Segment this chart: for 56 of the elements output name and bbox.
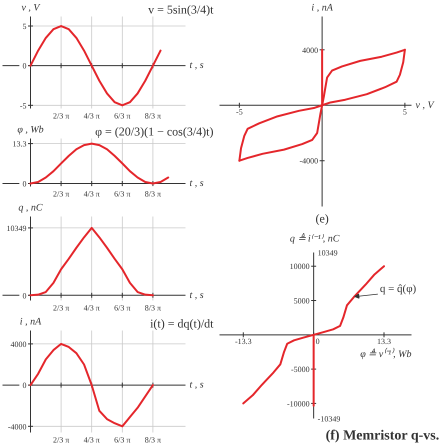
y-tick-label: 0	[22, 180, 26, 188]
text: (e)	[315, 212, 329, 226]
annotation: 10349	[318, 248, 338, 258]
x-tick-label: 2/3 π	[52, 304, 70, 312]
annotation: -10349	[318, 414, 340, 424]
y-axis-title: i , nA	[20, 316, 42, 328]
x-tick-label: 5	[402, 107, 407, 116]
x-axis-title: t , s	[190, 178, 204, 189]
annotation: φ = (20/3)(1 − cos(3/4)t)	[95, 124, 214, 138]
x-tick-label: 4/3 π	[84, 190, 100, 198]
x-tick-label: 4/3 π	[84, 112, 100, 120]
x-tick-label: 8/3 π	[144, 190, 162, 198]
y-tick-label: 0	[22, 62, 26, 71]
y-tick-label: 0	[22, 291, 26, 300]
x-tick-label: 2/3 π	[52, 112, 70, 120]
y-tick-label: -10000	[286, 399, 310, 408]
y-axis-title: i , nA	[311, 2, 334, 14]
x-tick-label: 2/3 π	[52, 190, 70, 198]
y-tick-label: -5000	[290, 365, 310, 374]
x-tick-label: 13.3	[376, 336, 391, 346]
y-axis-title: φ , Wb	[17, 124, 44, 136]
y-tick-label: 13.3	[12, 140, 26, 149]
x-tick-label: -13.3	[234, 336, 252, 346]
x-axis-title: t , s	[190, 290, 204, 301]
x-tick-label: 6/3 π	[114, 304, 130, 312]
x-tick-label: 4/3 π	[84, 436, 100, 444]
x-tick-label: 2/3 π	[52, 436, 70, 444]
x-tick-label: 4/3 π	[84, 304, 100, 312]
y-tick-label: 0	[22, 381, 26, 390]
y-tick-label: 10349	[6, 224, 26, 233]
x-tick-label: 8/3 π	[144, 436, 162, 444]
x-axis-title: t , s	[190, 380, 204, 391]
y-tick-label: 4000	[302, 46, 318, 55]
x-tick-label: 8/3 π	[144, 112, 162, 120]
y-tick-label: -4000	[299, 156, 318, 166]
y-tick-label: 5000	[294, 296, 310, 306]
y-axis-title: q ≜ i⁽⁻¹⁾, nC	[290, 232, 340, 244]
x-tick-label: 6/3 π	[114, 436, 130, 444]
x-tick-label: 6/3 π	[114, 190, 130, 198]
y-axis-title: q , nC	[18, 202, 43, 214]
y-tick-label: -5	[20, 101, 27, 110]
x-tick-label: 8/3 π	[144, 304, 162, 312]
annotation: v = 5sin(3/4)t	[148, 2, 214, 16]
text: (f) Memristor q-vs.	[326, 428, 440, 444]
x-axis-title: t , s	[190, 60, 204, 72]
x-tick-label: 6/3 π	[114, 112, 130, 120]
text: i(t) = dq(t)/dt	[150, 316, 214, 330]
x-tick-label: -5	[236, 107, 243, 116]
annotation: q = q̂(φ)	[380, 283, 417, 296]
y-tick-label: 4000	[10, 340, 26, 349]
y-tick-label: 10000	[290, 262, 310, 272]
y-axis-title: v , V	[21, 2, 42, 14]
x-axis-title: φ ≜ v⁽⁻¹⁾, Wb	[360, 346, 412, 360]
y-tick-label: -4000	[8, 422, 27, 432]
y-tick-label: 5	[22, 22, 26, 32]
x-axis-title: v , V	[416, 100, 436, 111]
